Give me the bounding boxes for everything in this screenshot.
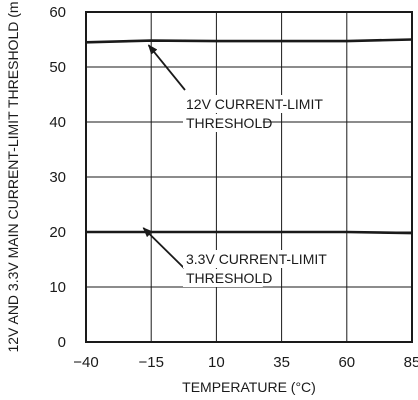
y-tick-label-0: 0	[58, 334, 66, 351]
x-tick-labels: −40 −15 10 35 60 85	[73, 354, 418, 371]
x-tick-label-0: −40	[73, 354, 98, 371]
annotation-bg-0-0	[183, 95, 329, 113]
plot-frame	[85, 11, 413, 343]
y-tick-label-5: 50	[49, 59, 66, 76]
series-line-0	[85, 38, 413, 44]
y-tick-label-1: 10	[49, 279, 66, 296]
y-tick-labels: 0 10 20 30 40 50 60	[49, 4, 66, 351]
x-tick-label-1: −15	[138, 354, 163, 371]
x-tick-label-5: 85	[404, 354, 418, 371]
x-tick-label-4: 60	[338, 354, 355, 371]
annotation-arrow-1	[142, 227, 185, 269]
y-tick-label-4: 40	[49, 114, 66, 131]
y-tick-label-3: 30	[49, 169, 66, 186]
series-layer	[85, 38, 413, 235]
y-tick-label-2: 20	[49, 224, 66, 241]
y-tick-label-6: 60	[49, 4, 66, 21]
series-line-1	[86, 230, 413, 235]
annotation-bg-1-0	[183, 250, 337, 268]
annotation-text-0-0: 12V CURRENT-LIMIT	[186, 96, 323, 112]
annotation-bg-1-1	[183, 269, 263, 287]
annotation-text-1-0: 3.3V CURRENT-LIMIT	[186, 251, 327, 267]
y-axis-title: 12V AND 3.3V MAIN CURRENT-LIMIT THRESHOL…	[5, 1, 21, 352]
annotation-bg-0-1	[183, 114, 263, 132]
grid-lines	[86, 12, 412, 342]
annotation-text-0-1: THRESHOLD	[186, 115, 272, 131]
annotation-text-1-1: THRESHOLD	[186, 270, 272, 286]
annotation-arrow-0	[147, 44, 186, 91]
x-tick-label-3: 35	[273, 354, 290, 371]
x-tick-label-2: 10	[208, 354, 225, 371]
annotations: 12V CURRENT-LIMIT THRESHOLD 3.3V CURRENT-L…	[142, 44, 337, 287]
x-axis-title: TEMPERATURE (°C)	[182, 379, 316, 395]
